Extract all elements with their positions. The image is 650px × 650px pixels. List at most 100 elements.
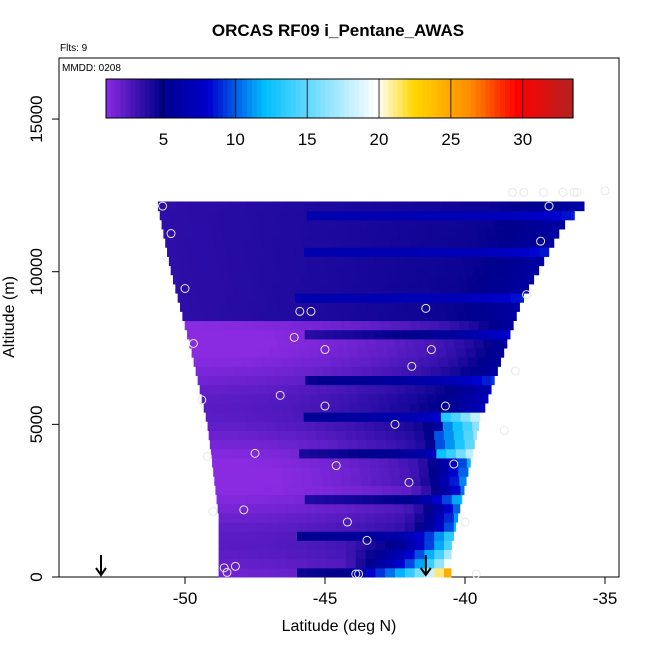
sample-marker xyxy=(320,401,330,411)
heatmap-cell xyxy=(218,338,230,349)
colorbar-cell xyxy=(324,79,331,118)
heatmap-cell xyxy=(315,421,326,431)
heatmap-cell xyxy=(282,476,294,486)
heatmap-cell xyxy=(240,348,251,358)
heatmap-cell xyxy=(181,219,192,230)
heatmap-cell xyxy=(307,265,319,276)
heatmap-cell xyxy=(424,567,435,578)
colorbar-tick-label: 15 xyxy=(298,130,317,149)
heatmap-cell xyxy=(316,338,328,349)
heatmap-cell xyxy=(228,338,239,349)
heatmap-cell xyxy=(306,430,318,441)
colorbar-ticks: 5 10 15 20 25 30 xyxy=(159,79,532,149)
heatmap-cell xyxy=(326,210,337,221)
heatmap-cell xyxy=(390,238,401,248)
heatmap-cell xyxy=(262,402,273,413)
heatmap-cell xyxy=(410,476,421,486)
heatmap-cell xyxy=(484,219,496,230)
heatmap-cell xyxy=(547,238,555,248)
sample-marker xyxy=(362,535,372,545)
heatmap-cell xyxy=(463,430,474,441)
heatmap-cell xyxy=(368,274,380,285)
sample-marker xyxy=(471,569,481,579)
heatmap-cell xyxy=(250,311,262,322)
heatmap-cell xyxy=(226,494,237,505)
heatmap-cell xyxy=(254,366,265,377)
heatmap-cell xyxy=(515,311,517,322)
heatmap-cell xyxy=(192,274,203,285)
heatmap-cell xyxy=(191,348,202,358)
heatmap-cell xyxy=(312,476,323,486)
heatmap-cell xyxy=(268,302,279,312)
heatmap-cell xyxy=(276,503,287,514)
heatmap-cell xyxy=(287,540,298,551)
heatmap-cell xyxy=(406,448,418,459)
heatmap-cell xyxy=(297,531,308,541)
heatmap-cell xyxy=(214,238,225,248)
heatmap-cell xyxy=(267,338,279,349)
heatmap-cell xyxy=(468,320,480,331)
heatmap-cell xyxy=(351,320,362,331)
heatmap-cell xyxy=(434,302,446,312)
heatmap-cell xyxy=(248,549,259,560)
heatmap-cell xyxy=(388,311,399,322)
heatmap-cell xyxy=(382,412,393,422)
heatmap-cell xyxy=(277,338,288,349)
heatmap-cell xyxy=(510,247,521,257)
heatmap-cell xyxy=(277,549,288,560)
heatmap-cell xyxy=(201,393,212,404)
heatmap-cell xyxy=(464,265,475,276)
heatmap-cell xyxy=(268,439,279,450)
heatmap-cell xyxy=(167,247,178,257)
heatmap-cell xyxy=(199,302,210,312)
heatmap-cell xyxy=(214,320,225,331)
heatmap-cell xyxy=(270,457,282,468)
heatmap-cell xyxy=(282,402,293,413)
heatmap-cell xyxy=(354,421,365,431)
heatmap-cell xyxy=(218,430,229,441)
heatmap-cell xyxy=(330,357,342,367)
heatmap-cell xyxy=(316,567,327,578)
heatmap-cell xyxy=(310,274,321,285)
heatmap-cell xyxy=(529,247,540,257)
heatmap-cell xyxy=(275,494,286,505)
heatmap-cell xyxy=(204,320,215,331)
x-tick-label: -35 xyxy=(593,589,618,608)
heatmap-cell xyxy=(307,302,318,312)
heatmap-cell xyxy=(429,320,441,331)
heatmap-cell xyxy=(221,348,232,358)
heatmap-cell xyxy=(396,219,408,230)
heatmap-cell xyxy=(331,476,343,486)
heatmap-cell xyxy=(218,210,229,221)
heatmap-cell xyxy=(219,384,230,395)
heatmap-cell xyxy=(386,265,397,276)
heatmap-cell xyxy=(262,357,273,367)
colorbar-cell xyxy=(568,79,574,118)
heatmap-cell xyxy=(463,210,474,221)
sample-marker xyxy=(536,236,546,246)
heatmap-cell xyxy=(392,247,403,257)
heatmap-cell xyxy=(363,494,374,505)
heatmap-cell xyxy=(296,430,308,441)
heatmap-cell xyxy=(305,503,317,514)
heatmap-cell xyxy=(432,329,443,340)
heatmap-cell xyxy=(287,558,298,569)
heatmap-cell xyxy=(340,357,351,367)
heatmap-cell xyxy=(197,293,208,303)
heatmap-cell xyxy=(304,329,315,340)
heatmap-cell xyxy=(452,421,463,431)
heatmap-cell xyxy=(275,329,286,340)
heatmap-field xyxy=(157,201,585,578)
heatmap-cell xyxy=(253,283,265,294)
heatmap-cell xyxy=(385,430,396,441)
heatmap-cell xyxy=(193,357,204,367)
heatmap-cell xyxy=(212,274,223,285)
heatmap-cell xyxy=(438,467,449,477)
heatmap-cell xyxy=(357,448,369,459)
heatmap-cell xyxy=(415,439,426,450)
heatmap-cell xyxy=(383,329,394,340)
heatmap-cell xyxy=(192,228,204,239)
heatmap-cell xyxy=(231,311,242,322)
heatmap-cell xyxy=(346,531,357,541)
heatmap-cell xyxy=(453,430,465,441)
